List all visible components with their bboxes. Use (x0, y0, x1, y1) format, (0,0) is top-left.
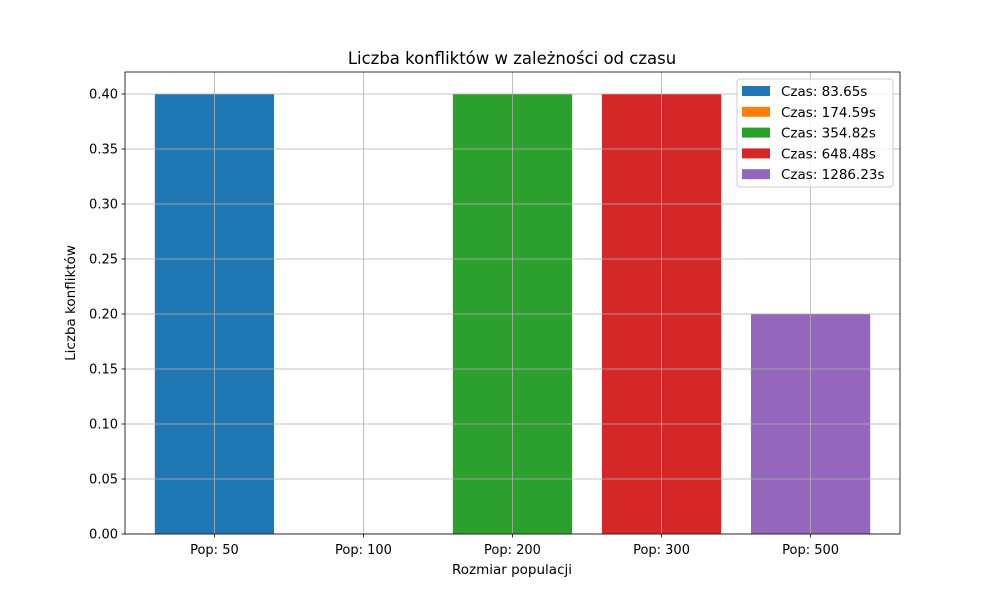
legend-label: Czas: 1286.23s (781, 167, 885, 183)
legend-swatch (742, 86, 770, 96)
legend-label: Czas: 174.59s (781, 105, 876, 121)
legend-box (736, 78, 894, 188)
legend-label: Czas: 354.82s (781, 126, 876, 142)
y-tick-label: 0.25 (89, 253, 118, 268)
y-tick-label: 0.15 (89, 363, 118, 378)
x-axis-label: Rozmiar populacji (452, 562, 572, 578)
legend: Czas: 83.65s Czas: 174.59s Czas: 354.82s Cz… (736, 78, 894, 188)
y-tick-label: 0.35 (89, 143, 118, 158)
y-tick-label: 0.10 (89, 418, 118, 433)
plot-area: 0.00 0.05 0.10 0.15 0.20 0.25 0.30 0.35 0.40 Pop:… (89, 71, 901, 558)
y-tick-label: 0.40 (89, 88, 118, 103)
legend-swatch (742, 148, 770, 159)
legend-swatch (742, 106, 770, 117)
x-tick-label: Pop: 300 (633, 543, 690, 558)
y-tick-label: 0.05 (89, 473, 118, 488)
x-tick-label: Pop: 100 (335, 543, 392, 558)
y-tick-label: 0.00 (89, 528, 118, 543)
x-tick-label: Pop: 500 (782, 543, 839, 558)
legend-label: Czas: 648.48s (781, 146, 876, 162)
legend-swatch (742, 169, 770, 180)
x-tick-label: Pop: 50 (190, 543, 239, 558)
x-tick-label: Pop: 200 (484, 543, 541, 558)
y-tick-label: 0.30 (89, 198, 118, 213)
legend-label: Czas: 83.65s (781, 84, 867, 100)
y-tick-label: 0.20 (89, 308, 118, 323)
legend-swatch (742, 127, 770, 138)
y-axis-label: Liczba konfliktów (63, 245, 79, 361)
chart-title: Liczba konfliktów w zależności od czasu (348, 49, 676, 68)
